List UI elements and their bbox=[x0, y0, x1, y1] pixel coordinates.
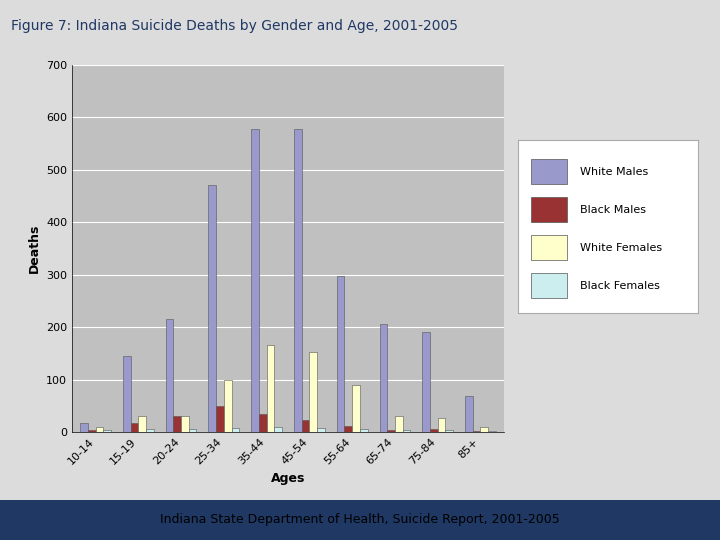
Bar bbox=[103, 430, 111, 432]
Bar bbox=[130, 423, 138, 432]
FancyBboxPatch shape bbox=[531, 235, 567, 260]
Bar bbox=[216, 406, 224, 432]
Bar bbox=[181, 416, 189, 432]
Bar bbox=[174, 416, 181, 432]
Bar bbox=[251, 129, 259, 432]
Bar bbox=[337, 276, 344, 432]
Bar bbox=[423, 332, 430, 432]
Bar bbox=[387, 430, 395, 432]
Bar bbox=[146, 429, 153, 432]
Y-axis label: Deaths: Deaths bbox=[27, 224, 40, 273]
FancyBboxPatch shape bbox=[531, 273, 567, 298]
Bar bbox=[274, 427, 282, 432]
Bar bbox=[402, 430, 410, 432]
Bar bbox=[189, 429, 197, 432]
FancyBboxPatch shape bbox=[531, 159, 567, 184]
FancyBboxPatch shape bbox=[531, 198, 567, 221]
Bar bbox=[224, 380, 232, 432]
X-axis label: Ages: Ages bbox=[271, 472, 305, 485]
Bar bbox=[302, 421, 310, 432]
Bar bbox=[488, 431, 496, 432]
Bar bbox=[446, 430, 453, 432]
Bar bbox=[473, 431, 480, 432]
Text: Indiana State Department of Health, Suicide Report, 2001-2005: Indiana State Department of Health, Suic… bbox=[160, 513, 560, 526]
Bar bbox=[209, 185, 216, 432]
Bar bbox=[232, 428, 239, 432]
Bar bbox=[310, 352, 317, 432]
Bar bbox=[430, 429, 438, 432]
Text: Black Females: Black Females bbox=[580, 281, 660, 291]
Bar bbox=[317, 428, 325, 432]
Text: White Males: White Males bbox=[580, 166, 648, 177]
Bar bbox=[480, 427, 488, 432]
Bar bbox=[352, 385, 360, 432]
Bar bbox=[395, 416, 402, 432]
Bar bbox=[360, 429, 367, 432]
Text: White Females: White Females bbox=[580, 242, 662, 253]
Bar bbox=[438, 418, 446, 432]
Text: Black Males: Black Males bbox=[580, 205, 646, 214]
Text: Figure 7: Indiana Suicide Deaths by Gender and Age, 2001-2005: Figure 7: Indiana Suicide Deaths by Gend… bbox=[11, 19, 458, 33]
Bar bbox=[379, 325, 387, 432]
Bar bbox=[80, 423, 88, 432]
Bar bbox=[96, 427, 103, 432]
Bar bbox=[266, 346, 274, 432]
Bar bbox=[123, 356, 130, 432]
Bar bbox=[88, 430, 96, 432]
Bar bbox=[465, 396, 473, 432]
Bar bbox=[294, 129, 302, 432]
Bar bbox=[259, 414, 266, 432]
Bar bbox=[138, 416, 146, 432]
Bar bbox=[166, 319, 174, 432]
Bar bbox=[344, 426, 352, 432]
